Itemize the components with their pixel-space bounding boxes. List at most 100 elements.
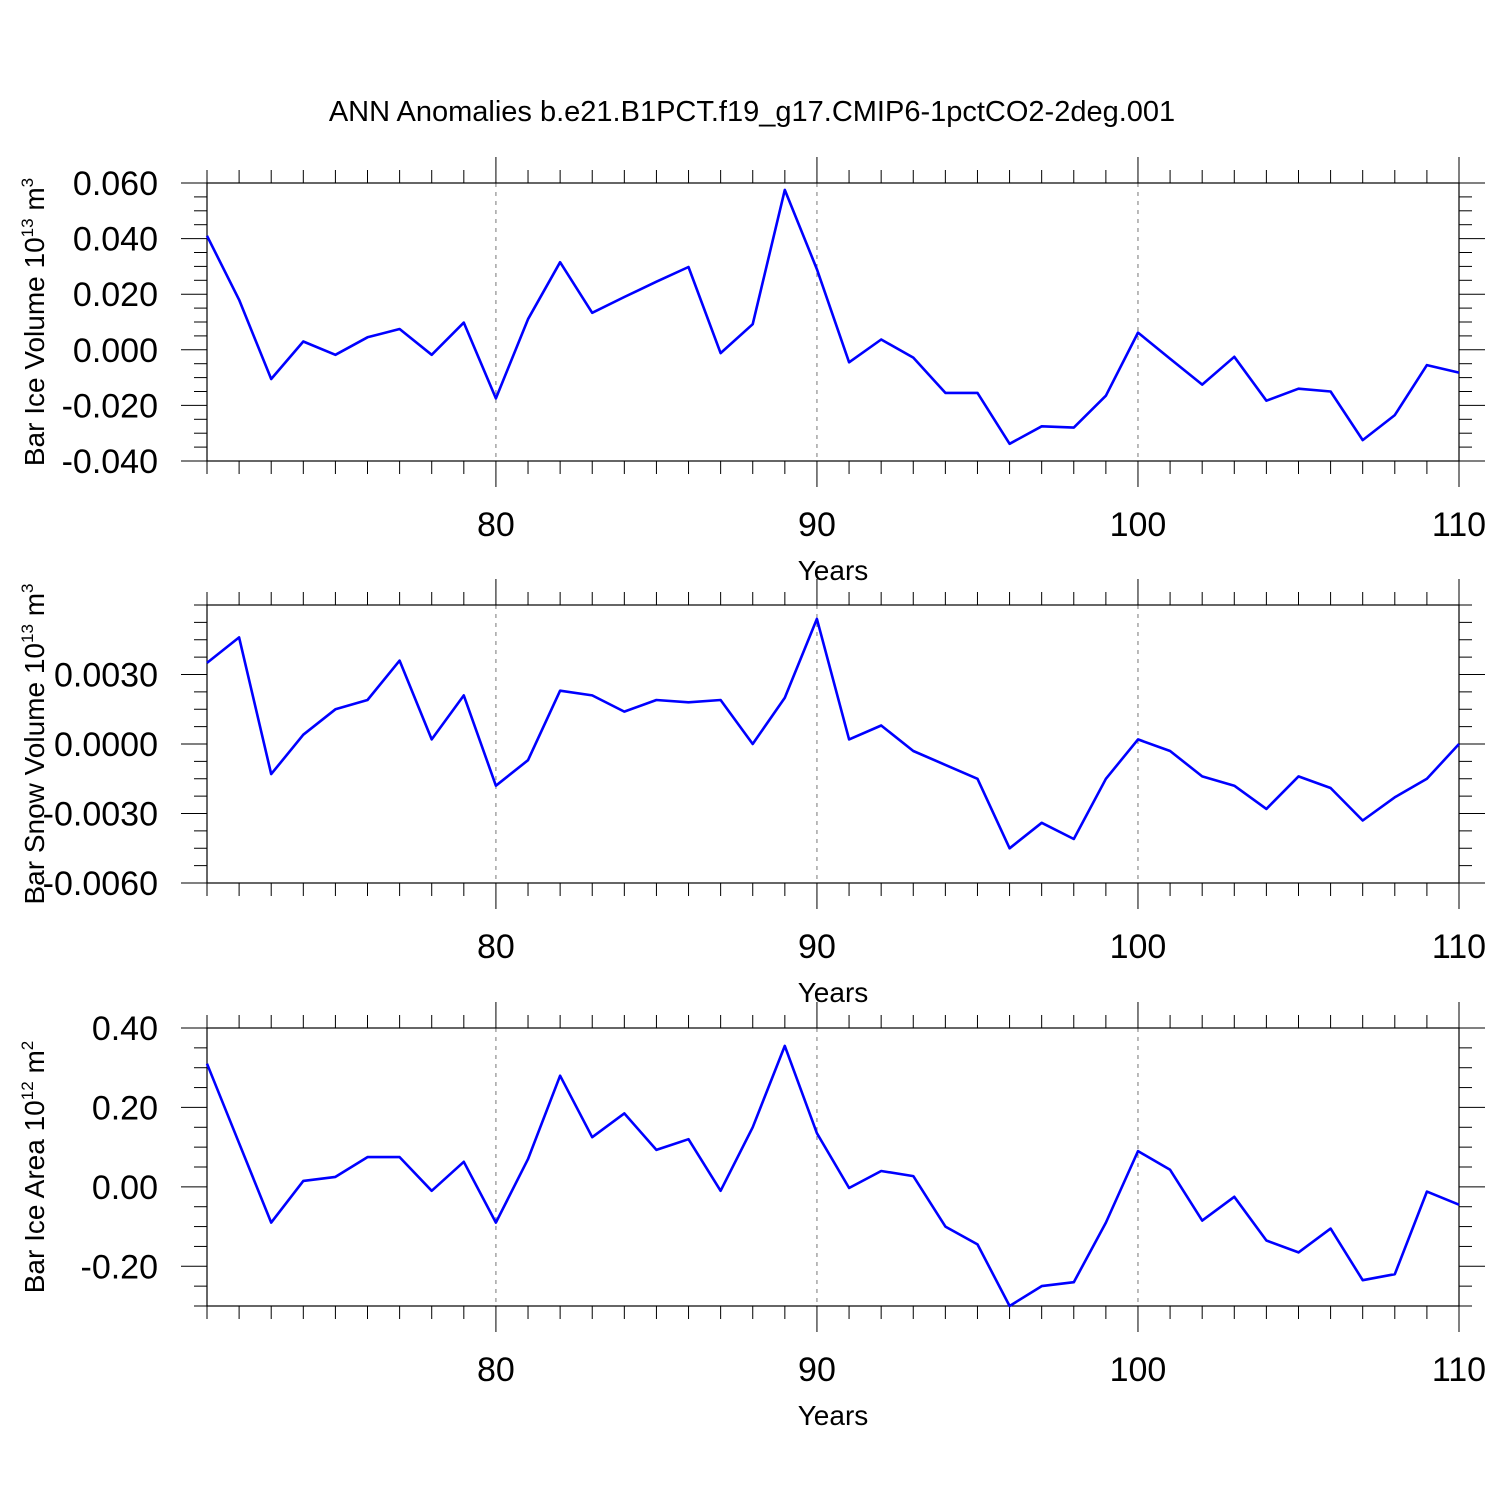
data-point [1425, 363, 1429, 367]
data-point [783, 188, 787, 192]
data-point [237, 635, 241, 639]
data-point [1393, 795, 1397, 799]
data-point [879, 338, 883, 342]
data-point [847, 360, 851, 364]
data-point [205, 661, 209, 665]
x-tick-label: 80 [477, 1351, 515, 1389]
data-point [1393, 1272, 1397, 1276]
data-point [333, 1175, 337, 1179]
data-point [1136, 1149, 1140, 1153]
data-point [1232, 784, 1236, 788]
data-point [622, 1111, 626, 1115]
x-tick-label: 80 [477, 506, 515, 544]
data-point [1008, 846, 1012, 850]
data-point [1457, 1203, 1461, 1207]
data-point [1264, 399, 1268, 403]
data-point [783, 696, 787, 700]
data-point [1264, 807, 1268, 811]
data-point [1361, 818, 1365, 822]
data-point [366, 698, 370, 702]
data-point [237, 298, 241, 302]
data-point [1168, 749, 1172, 753]
data-point [333, 707, 337, 711]
data-point [911, 749, 915, 753]
data-point [526, 317, 530, 321]
data-point [205, 234, 209, 238]
data-point [847, 737, 851, 741]
data-point [1104, 777, 1108, 781]
data-point [622, 295, 626, 299]
x-tick-label: 100 [1110, 506, 1167, 544]
x-tick-label: 110 [1432, 1351, 1486, 1389]
data-point [687, 265, 691, 269]
panels: -0.040 -0.020 0.000 0.020 0.040 0.060 80 90 100 1… [18, 157, 1486, 1431]
y-tick-label: -0.0030 [43, 796, 158, 834]
data-point [1040, 424, 1044, 428]
data-point [1072, 1280, 1076, 1284]
data-point [1168, 357, 1172, 361]
data-point [494, 396, 498, 400]
data-point [269, 377, 273, 381]
data-point [430, 737, 434, 741]
data-point [462, 1160, 466, 1164]
data-point [1361, 438, 1365, 442]
data-point [366, 335, 370, 339]
data-point [1296, 387, 1300, 391]
data-point [430, 1189, 434, 1193]
data-point [719, 351, 723, 355]
x-tick-label: 100 [1110, 1351, 1167, 1389]
y-tick-label: -0.020 [62, 387, 158, 425]
data-point [1200, 774, 1204, 778]
data-point [943, 391, 947, 395]
data-point [398, 659, 402, 663]
y-tick-label: -0.040 [62, 443, 158, 481]
y-tick-label: 0.060 [73, 165, 158, 203]
data-point [879, 723, 883, 727]
data-point [301, 339, 305, 343]
data-point [687, 700, 691, 704]
data-point [1168, 1168, 1172, 1172]
data-line [205, 188, 1460, 446]
data-point [430, 353, 434, 357]
data-point [1072, 837, 1076, 841]
data-point [911, 1174, 915, 1178]
data-point [879, 1169, 883, 1173]
data-point [1008, 442, 1012, 446]
data-point [462, 321, 466, 325]
data-point [1136, 737, 1140, 741]
data-point [719, 1189, 723, 1193]
data-point [975, 777, 979, 781]
data-point [719, 698, 723, 702]
y-tick-label: 0.040 [73, 221, 158, 259]
data-point [1329, 786, 1333, 790]
data-point [1040, 1284, 1044, 1288]
data-point [1104, 394, 1108, 398]
data-point [1329, 1227, 1333, 1231]
data-point [654, 1148, 658, 1152]
y-axis-label: Bar Ice Area 1012 m2 [18, 1041, 50, 1294]
x-tick-label: 90 [798, 506, 836, 544]
x-tick-label: 110 [1432, 506, 1486, 544]
data-point [751, 742, 755, 746]
data-point [526, 758, 530, 762]
data-point [494, 1221, 498, 1225]
y-tick-label: 0.20 [92, 1089, 158, 1127]
chart-panel-2: -0.0060 -0.0030 0.0000 0.0030 80 90 100 110 Year… [18, 579, 1486, 1008]
data-point [943, 763, 947, 767]
data-point [751, 322, 755, 326]
data-point [654, 280, 658, 284]
data-line [206, 617, 1460, 850]
data-point [1425, 777, 1429, 781]
data-point [301, 1179, 305, 1183]
x-tick-label: 110 [1432, 928, 1486, 966]
data-point [975, 391, 979, 395]
data-point [205, 1062, 209, 1066]
data-point [1393, 413, 1397, 417]
data-point [366, 1155, 370, 1159]
data-point [1457, 371, 1461, 375]
y-tick-label: 0.000 [73, 332, 158, 370]
data-point [751, 1125, 755, 1129]
chart-panel-1: -0.040 -0.020 0.000 0.020 0.040 0.060 80 90 100 1… [18, 157, 1486, 586]
data-point [1425, 1190, 1429, 1194]
